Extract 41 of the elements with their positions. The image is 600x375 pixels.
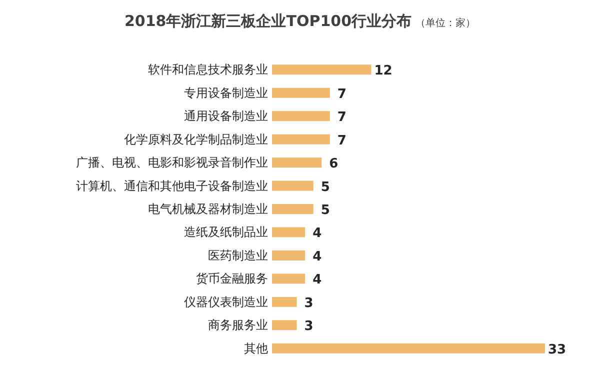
bar <box>272 111 330 122</box>
data-label: 6 <box>329 156 338 172</box>
data-label: 7 <box>337 110 346 126</box>
bar <box>272 320 297 330</box>
data-label: 4 <box>312 226 322 242</box>
data-label: 12 <box>374 64 392 79</box>
y-tick-label: 软件和信息技术服务业 <box>148 62 268 77</box>
y-tick-label: 货币金融服务 <box>196 272 268 286</box>
y-tick-label: 商务服务业 <box>208 318 268 332</box>
chart-subtitle: （单位：家） <box>416 17 476 29</box>
y-tick-label: 计算机、通信和其他电子设备制造业 <box>76 178 268 193</box>
y-tick-label: 医药制造业 <box>208 248 268 262</box>
y-tick-label: 其他 <box>244 341 268 356</box>
data-label: 3 <box>304 296 314 311</box>
y-tick-label: 专用设备制造业 <box>184 86 268 100</box>
y-tick-label: 化学原料及化学制品制造业 <box>124 132 268 146</box>
data-label: 7 <box>337 133 346 148</box>
bar <box>272 343 545 354</box>
bar <box>272 64 372 75</box>
y-tick-label: 造纸及纸制品业 <box>184 225 268 240</box>
bar <box>272 227 306 238</box>
data-label: 33 <box>548 342 566 358</box>
data-label: 7 <box>337 86 346 102</box>
y-tick-label: 通用设备制造业 <box>184 109 268 124</box>
data-label: 4 <box>312 249 322 264</box>
bar <box>272 88 330 98</box>
bar <box>272 250 306 260</box>
data-label: 4 <box>312 272 322 288</box>
bar <box>272 204 314 214</box>
bar <box>272 296 297 307</box>
data-label: 5 <box>320 203 330 218</box>
bar <box>272 180 314 191</box>
bar <box>272 158 322 168</box>
chart-title: 2018年浙江新三板企业TOP100行业分布 <box>124 12 412 30</box>
bar <box>272 134 330 144</box>
bar <box>272 274 306 284</box>
y-tick-label: 广播、电视、电影和影视录音制作业 <box>76 156 268 170</box>
data-label: 5 <box>320 180 330 195</box>
y-tick-label: 电气机械及器材制造业 <box>148 202 268 216</box>
data-label: 3 <box>304 319 314 334</box>
y-tick-label: 仪器仪表制造业 <box>184 294 268 309</box>
